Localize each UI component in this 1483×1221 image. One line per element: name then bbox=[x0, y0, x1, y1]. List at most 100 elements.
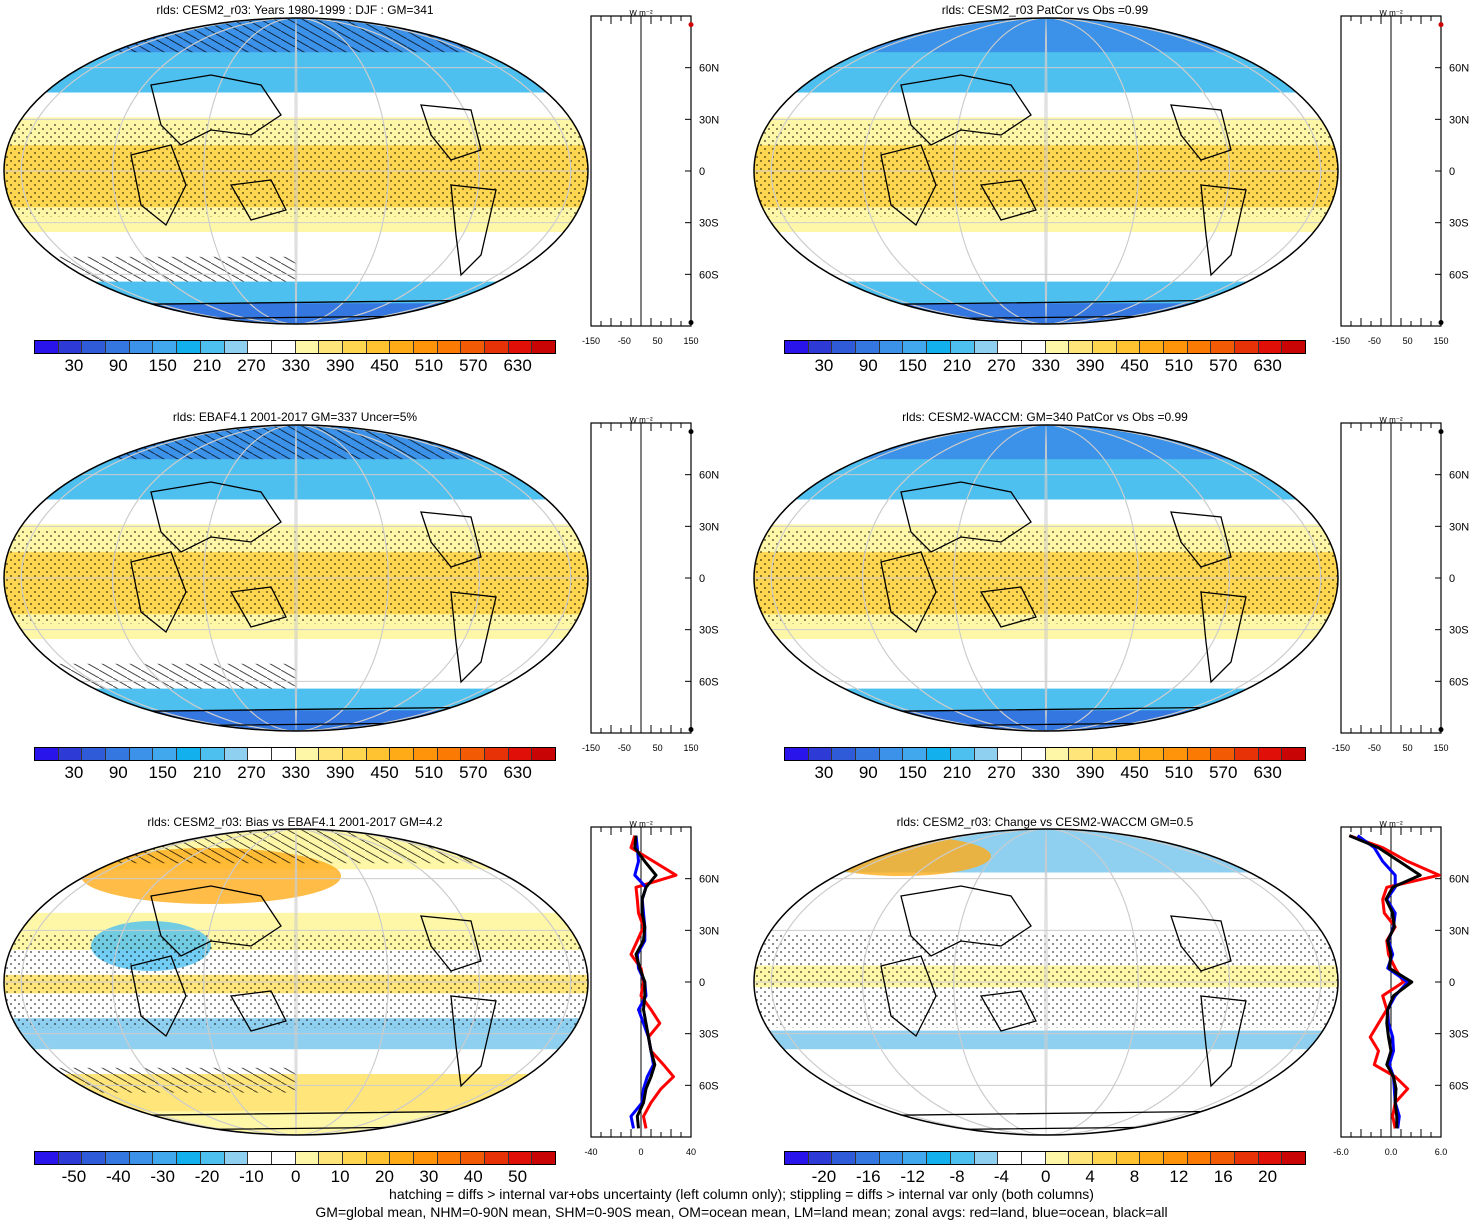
colorbar-swatch bbox=[974, 748, 999, 760]
colorbar-tick-label: 630 bbox=[503, 356, 532, 375]
colorbar-swatch bbox=[532, 1152, 556, 1164]
zonal-x-tick-label: 150 bbox=[1433, 743, 1448, 753]
zonal-lat-label: 60S bbox=[699, 1080, 719, 1092]
colorbar-swatch bbox=[414, 341, 438, 353]
zonal-unit-label: W m⁻² bbox=[1379, 821, 1403, 829]
colorbar-tick-label: 150 bbox=[898, 763, 927, 782]
colorbar-swatch bbox=[224, 748, 249, 760]
colorbar-tick-label: 90 bbox=[108, 356, 128, 375]
zonal-lat-label: 30N bbox=[1449, 114, 1469, 126]
zonal-x-tick-label: -6.0 bbox=[1333, 1147, 1349, 1157]
map-panel-2 bbox=[753, 17, 1339, 325]
continent-outline-2 bbox=[880, 551, 937, 634]
colorbar-tick-label: 30 bbox=[814, 763, 834, 782]
colorbar-swatch bbox=[58, 748, 83, 760]
map-band-5 bbox=[754, 1030, 1338, 1051]
colorbar-tick-label: 20 bbox=[375, 1167, 394, 1186]
zonal-marker bbox=[688, 22, 694, 28]
colorbar-tick-label: 150 bbox=[148, 356, 177, 375]
colorbar-swatch bbox=[366, 748, 391, 760]
zonal-marker bbox=[688, 429, 694, 435]
continent-outline-3 bbox=[229, 179, 287, 221]
map-band-8 bbox=[754, 688, 1338, 712]
map-panel-3 bbox=[3, 424, 589, 732]
panel-2-colorbar bbox=[784, 340, 1306, 354]
zonal-x-tick-label: -50 bbox=[618, 743, 631, 753]
colorbar-tick-label: 630 bbox=[503, 763, 532, 782]
colorbar-swatch bbox=[1235, 1152, 1259, 1164]
zonal-x-tick-label: 150 bbox=[683, 743, 698, 753]
colorbar-tick-label: -20 bbox=[194, 1167, 220, 1186]
colorbar-swatch bbox=[82, 341, 107, 353]
map-band-1 bbox=[754, 829, 1338, 874]
zonal-lat-label: 60S bbox=[699, 269, 719, 281]
zonal-lat-label: 30S bbox=[1449, 625, 1469, 637]
continent-outline-5 bbox=[450, 995, 497, 1088]
colorbar-tick-label: 390 bbox=[1075, 356, 1105, 375]
colorbar-swatch bbox=[485, 341, 509, 353]
zonal-lat-label: 60N bbox=[699, 874, 719, 886]
colorbar-swatch bbox=[832, 1152, 857, 1164]
colorbar-tick-label: 510 bbox=[1164, 763, 1194, 782]
colorbar-swatch bbox=[35, 748, 59, 760]
colorbar-swatch bbox=[903, 341, 928, 353]
map-band-3 bbox=[4, 499, 588, 526]
panel-5-zonal-plot: W m⁻² 60N 30N 0 30S 60S -40 0 40 bbox=[584, 821, 719, 1157]
colorbar-tick-label: 270 bbox=[987, 356, 1016, 375]
colorbar-tick-label: 510 bbox=[414, 356, 444, 375]
colorbar-tick-label: 570 bbox=[459, 356, 488, 375]
zonal-lat-label: 0 bbox=[699, 977, 705, 989]
colorbar-swatch bbox=[295, 1152, 320, 1164]
zonal-marker bbox=[688, 320, 694, 326]
panel-2-title: rlds: CESM2_r03 PatCor vs Obs =0.99 bbox=[941, 3, 1149, 17]
continent-outline-5 bbox=[1200, 184, 1247, 277]
colorbar-swatch bbox=[532, 748, 556, 760]
colorbar-swatch bbox=[485, 1152, 509, 1164]
colorbar-tick-label: 330 bbox=[1031, 763, 1060, 782]
colorbar-swatch bbox=[319, 341, 343, 353]
map-panel-4 bbox=[753, 424, 1339, 732]
colorbar-tick-label: 330 bbox=[281, 763, 310, 782]
colorbar-swatch bbox=[974, 341, 999, 353]
colorbar-swatch bbox=[1116, 748, 1141, 760]
colorbar-tick-label: -20 bbox=[811, 1167, 837, 1186]
colorbar-swatch bbox=[58, 1152, 83, 1164]
panel-6-zonal-plot: W m⁻² 60N 30N 0 30S 60S -6.0 0.0 6.0 bbox=[1333, 821, 1469, 1157]
colorbar-tick-label: 90 bbox=[858, 356, 878, 375]
map-band-7 bbox=[754, 232, 1338, 283]
panel-4-zonal-plot: W m⁻² 60N 30N 0 30S 60S -150 -50 50 150 bbox=[1332, 417, 1469, 753]
continent-outline-1 bbox=[900, 885, 1032, 957]
colorbar-tick-label: 270 bbox=[237, 356, 266, 375]
zonal-marker bbox=[1438, 22, 1444, 28]
panel-3-title: rlds: EBAF4.1 2001-2017 GM=337 Uncer=5% bbox=[172, 410, 418, 424]
colorbar-swatch bbox=[1164, 748, 1188, 760]
colorbar-swatch bbox=[177, 1152, 201, 1164]
map-band-3 bbox=[754, 92, 1338, 119]
colorbar-swatch bbox=[903, 1152, 928, 1164]
colorbar-swatch bbox=[1069, 1152, 1093, 1164]
colorbar-tick-label: -30 bbox=[150, 1167, 175, 1186]
colorbar-swatch bbox=[1187, 341, 1212, 353]
colorbar-swatch bbox=[342, 341, 367, 353]
colorbar-swatch bbox=[153, 341, 178, 353]
colorbar-tick-label: 210 bbox=[942, 763, 972, 782]
map-band-8 bbox=[754, 281, 1338, 305]
colorbar-tick-label: 330 bbox=[281, 356, 310, 375]
colorbar-swatch bbox=[808, 341, 833, 353]
colorbar-swatch bbox=[1092, 748, 1117, 760]
colorbar-swatch bbox=[1187, 748, 1212, 760]
colorbar-tick-label: 10 bbox=[330, 1167, 350, 1186]
map-band-1 bbox=[754, 425, 1338, 461]
zonal-x-tick-label: -40 bbox=[584, 1147, 597, 1157]
colorbar-tick-label: 16 bbox=[1213, 1167, 1233, 1186]
colorbar-tick-label: 570 bbox=[459, 763, 488, 782]
map-band-10 bbox=[4, 1111, 588, 1135]
colorbar-tick-label: 270 bbox=[237, 763, 266, 782]
colorbar-swatch bbox=[319, 1152, 343, 1164]
colorbar-tick-label: 390 bbox=[325, 763, 355, 782]
zonal-lat-label: 30N bbox=[699, 521, 719, 533]
colorbar-tick-label: -8 bbox=[949, 1167, 965, 1186]
colorbar-swatch bbox=[1282, 1152, 1306, 1164]
colorbar-tick-label: 390 bbox=[325, 356, 355, 375]
colorbar-swatch bbox=[437, 1152, 462, 1164]
